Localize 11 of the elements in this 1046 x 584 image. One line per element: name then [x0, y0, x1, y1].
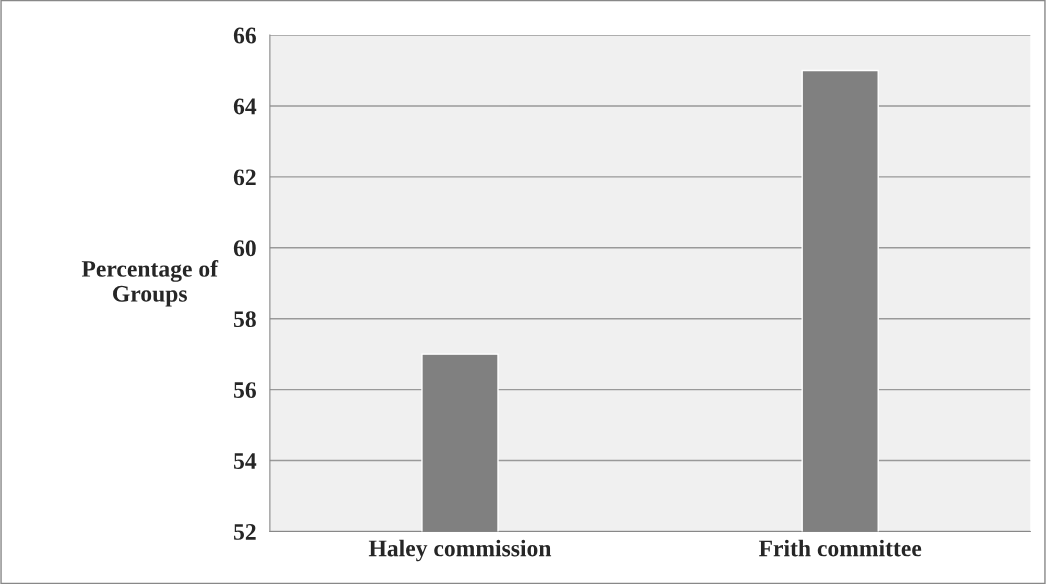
- y-tick-label: 58: [234, 311, 256, 328]
- y-tick-label: 54: [234, 453, 257, 469]
- y-tick-label: 62: [233, 169, 256, 186]
- y-tick-label: 52: [234, 524, 256, 540]
- x-tick-label: Frith committee: [758, 539, 922, 557]
- y-tick-label: 64: [233, 98, 257, 115]
- y-tick-label: 60: [233, 240, 256, 257]
- y-tick-label: 56: [234, 382, 256, 399]
- y-tick-label: 66: [233, 27, 256, 44]
- y-axis-title: Percentage of Groups: [81, 259, 219, 307]
- x-tick-label: Haley commission: [368, 539, 552, 562]
